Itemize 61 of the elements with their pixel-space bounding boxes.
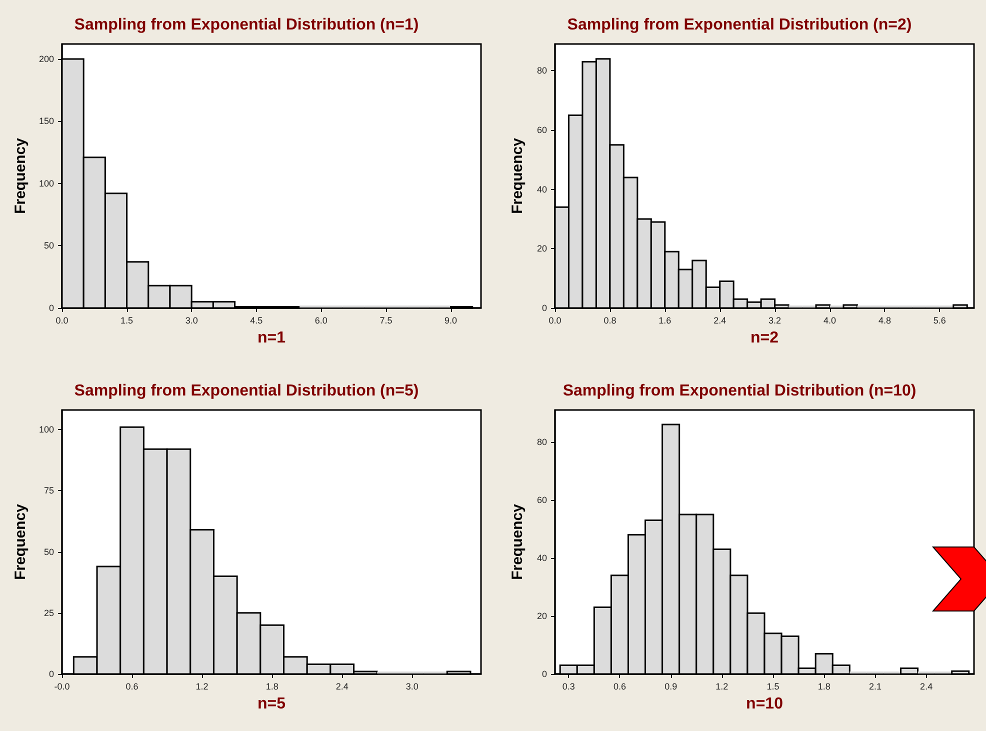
x-tick-label: 1.2 xyxy=(196,682,208,692)
x-tick-label: 3.0 xyxy=(406,682,418,692)
y-tick-label: 60 xyxy=(536,494,547,505)
x-tick-label: 1.5 xyxy=(120,316,134,326)
x-axis-title: n=5 xyxy=(257,695,286,712)
x-tick-label: 2.4 xyxy=(920,682,933,692)
x-tick-label: 5.6 xyxy=(933,316,946,326)
y-tick-label: 0 xyxy=(542,669,547,679)
chart-title: Sampling from Exponential Distribution (n=2) xyxy=(567,16,912,34)
chart-title: Sampling from Exponential Distribution (n=5) xyxy=(74,382,419,400)
y-tick-label: 75 xyxy=(44,486,54,496)
x-tick-label: 2.1 xyxy=(868,682,882,692)
y-tick-label: 50 xyxy=(44,546,54,557)
y-tick-label: 20 xyxy=(536,610,547,621)
x-tick-label: 4.0 xyxy=(823,316,836,326)
x-tick-label: -0.0 xyxy=(54,682,70,692)
y-axis-title: Frequency xyxy=(509,137,526,214)
y-tick-label: 20 xyxy=(536,244,547,254)
x-tick-label: 0.0 xyxy=(56,316,68,326)
x-tick-label: 4.8 xyxy=(878,316,891,326)
x-tick-label: 0.3 xyxy=(562,682,575,692)
y-tick-label: 0 xyxy=(542,303,547,313)
y-axis-title: Frequency xyxy=(509,503,526,580)
x-tick-label: 0.6 xyxy=(613,682,626,692)
x-tick-label: 6.0 xyxy=(314,316,328,326)
x-tick-label: 9.0 xyxy=(444,316,458,326)
x-tick-label: 1.8 xyxy=(266,682,278,692)
y-tick-label: 40 xyxy=(536,552,547,563)
x-tick-label: 1.6 xyxy=(658,316,672,326)
x-tick-label: 0.9 xyxy=(664,682,678,692)
y-tick-label: 200 xyxy=(38,54,54,64)
x-axis-title: n=2 xyxy=(750,329,779,346)
y-tick-label: 60 xyxy=(536,125,547,136)
y-tick-label: 0 xyxy=(48,669,54,679)
x-tick-label: 1.8 xyxy=(818,682,830,692)
chart-title: Sampling from Exponential Distribution (n=10) xyxy=(562,382,916,400)
x-tick-label: 3.2 xyxy=(768,316,782,326)
x-tick-label: 1.2 xyxy=(716,682,728,692)
y-tick-label: 80 xyxy=(536,66,547,76)
x-tick-label: 1.5 xyxy=(766,682,780,692)
x-tick-label: 0.0 xyxy=(548,316,562,326)
x-tick-label: 4.5 xyxy=(250,316,263,326)
y-tick-label: 100 xyxy=(38,424,54,435)
y-tick-label: 25 xyxy=(44,608,54,618)
y-axis-title: Frequency xyxy=(12,503,30,580)
y-tick-label: 40 xyxy=(536,184,547,194)
x-tick-label: 0.6 xyxy=(126,682,138,692)
y-tick-label: 0 xyxy=(48,303,54,313)
y-tick-label: 150 xyxy=(38,116,54,126)
x-tick-label: 2.4 xyxy=(714,316,726,326)
x-tick-label: 3.0 xyxy=(185,316,198,326)
x-axis-title: n=10 xyxy=(746,695,784,712)
y-tick-label: 80 xyxy=(536,436,547,447)
y-tick-label: 100 xyxy=(38,178,54,188)
x-tick-label: 2.4 xyxy=(336,682,348,692)
x-tick-label: 0.8 xyxy=(604,316,616,326)
chart-title: Sampling from Exponential Distribution (n=1) xyxy=(74,16,419,34)
y-axis-title: Frequency xyxy=(12,137,30,214)
y-tick-label: 50 xyxy=(44,240,54,251)
x-axis-title: n=1 xyxy=(257,329,286,346)
x-tick-label: 7.5 xyxy=(380,316,392,326)
